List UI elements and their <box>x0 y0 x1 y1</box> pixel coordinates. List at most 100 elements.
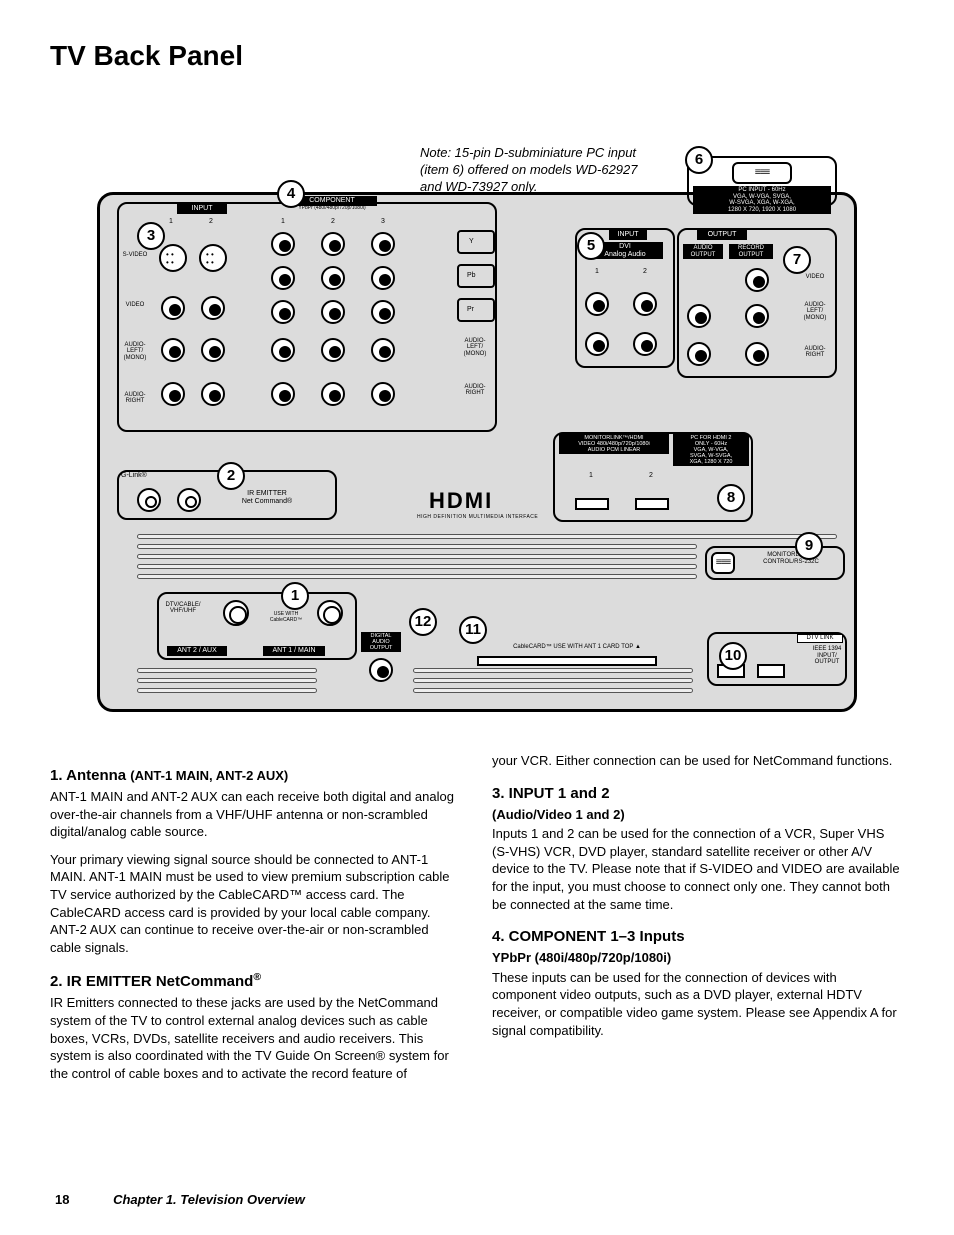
component-sub: YPbPr (480i/480p/720p/1080i) <box>287 206 377 212</box>
s1-head: 1. Antenna (ANT-1 MAIN, ANT-2 AUX) <box>50 766 462 786</box>
pr-label: Pr <box>467 306 474 314</box>
audio-out-r <box>687 342 711 366</box>
comp3-pb <box>371 266 395 290</box>
callout-12: 12 <box>409 608 437 636</box>
ant1-coax <box>317 600 343 626</box>
video-label: VIDEO <box>119 302 151 308</box>
s1-p2: Your primary viewing signal source shoul… <box>50 851 462 956</box>
comp-col-3: 3 <box>381 218 385 226</box>
vent-1 <box>137 534 837 539</box>
s3-sub: (Audio/Video 1 and 2) <box>492 806 904 824</box>
input-header: INPUT <box>177 204 227 214</box>
callout-9: 9 <box>795 532 823 560</box>
cablecard-slot <box>477 656 657 666</box>
vent-2 <box>137 544 697 549</box>
audio-l-label: AUDIO- LEFT/ (MONO) <box>119 342 151 361</box>
svideo-label: S-VIDEO <box>119 252 151 258</box>
left-column: 1. Antenna (ANT-1 MAIN, ANT-2 AUX) ANT-1… <box>50 752 462 1092</box>
ant1-label: ANT 1 / MAIN <box>263 646 325 656</box>
comp2-ar <box>321 382 345 406</box>
vent-5 <box>137 574 697 579</box>
hdmi-col2: 2 <box>649 472 653 480</box>
comp3-y <box>371 232 395 256</box>
hdmi-2-port <box>635 498 669 510</box>
pr-label-box <box>457 298 495 322</box>
dvi-col1: 1 <box>595 268 599 276</box>
callout-4: 4 <box>277 180 305 208</box>
callout-5: 5 <box>577 232 605 260</box>
vent-bl3 <box>137 688 317 693</box>
s1-p1: ANT-1 MAIN and ANT-2 AUX can each receiv… <box>50 788 462 841</box>
s3-p1: Inputs 1 and 2 can be used for the conne… <box>492 825 904 913</box>
s2-head: 2. IR EMITTER NetCommand® <box>50 970 462 992</box>
dtvlink-label: DTV LINK <box>797 634 843 643</box>
out-audio-l-label: AUDIO- LEFT/ (MONO) <box>799 302 831 321</box>
video-2-jack <box>201 296 225 320</box>
s4-sub: YPbPr (480i/480p/720p/1080i) <box>492 949 904 967</box>
hdmi-col1: 1 <box>589 472 593 480</box>
dvi2-r <box>633 332 657 356</box>
right-column: your VCR. Either connection can be used … <box>492 752 904 1092</box>
hdmi-sublabel: HIGH DEFINITION MULTIMEDIA INTERFACE <box>417 514 538 520</box>
ant2-label: ANT 2 / AUX <box>167 646 227 656</box>
ieee1394-label: IEEE 1394 INPUT/ OUTPUT <box>807 646 847 666</box>
callout-8: 8 <box>717 484 745 512</box>
pb-label-box <box>457 264 495 288</box>
cablecard-label: CableCARD™ USE WITH ANT 1 CARD TOP ▲ <box>477 644 677 651</box>
video-1-jack <box>161 296 185 320</box>
hdmi-hdr: MONITORLINK™/HDMI VIDEO 480i/480p/720p/1… <box>559 434 669 454</box>
callout-7: 7 <box>783 246 811 274</box>
out-audio-r-label: AUDIO- RIGHT <box>799 346 831 359</box>
rs232-port <box>711 552 735 574</box>
comp2-y <box>321 232 345 256</box>
record-out-r <box>745 342 769 366</box>
comp2-pr <box>321 300 345 324</box>
glink-label: G-Link® <box>121 472 147 480</box>
vent-bl1 <box>137 668 317 673</box>
vent-b2 <box>413 678 693 683</box>
digital-audio-jack <box>369 658 393 682</box>
s4-p1: These inputs can be used for the connect… <box>492 969 904 1039</box>
audio-out-l <box>687 304 711 328</box>
s1-sub: (ANT-1 MAIN, ANT-2 AUX) <box>130 768 288 783</box>
callout-1: 1 <box>281 582 309 610</box>
comp1-ar <box>271 382 295 406</box>
chapter-title: Chapter 1. Television Overview <box>113 1192 305 1207</box>
audio-l-2 <box>201 338 225 362</box>
ant2-coax <box>223 600 249 626</box>
pc-input-port <box>732 162 792 184</box>
output-hdr: OUTPUT <box>697 230 747 240</box>
s3-head: 3. INPUT 1 and 2 <box>492 784 904 804</box>
comp3-al <box>371 338 395 362</box>
y-label: Y <box>469 238 474 246</box>
dvi2-l <box>633 292 657 316</box>
page-title: TV Back Panel <box>50 40 904 72</box>
pb-label: Pb <box>467 272 476 280</box>
body-text: 1. Antenna (ANT-1 MAIN, ANT-2 AUX) ANT-1… <box>50 752 904 1092</box>
dvi-col2: 2 <box>643 268 647 276</box>
comp-col-2: 2 <box>331 218 335 226</box>
svideo-1-jack <box>159 244 187 272</box>
vent-3 <box>137 554 697 559</box>
dvi-input-hdr: INPUT <box>609 230 647 240</box>
hdmi-1-port <box>575 498 609 510</box>
record-video <box>745 268 769 292</box>
dtv-cable-label: DTV/CABLE/ VHF/UHF <box>161 602 205 615</box>
s1-head-text: 1. Antenna <box>50 767 126 784</box>
s2b-p1: your VCR. Either connection can be used … <box>492 752 904 770</box>
back-panel-diagram: 3 4 6 5 7 2 8 9 1 12 11 10 INPUT COMPONE… <box>77 152 877 712</box>
hdmi-logo: HDMI <box>429 488 493 514</box>
dvi1-r <box>585 332 609 356</box>
comp3-pr <box>371 300 395 324</box>
dvi1-l <box>585 292 609 316</box>
callout-6: 6 <box>685 146 713 174</box>
comp2-al <box>321 338 345 362</box>
comp1-y <box>271 232 295 256</box>
comp2-pb <box>321 266 345 290</box>
comp1-pb <box>271 266 295 290</box>
audio-l-1 <box>161 338 185 362</box>
audio-r-label: AUDIO- RIGHT <box>119 392 151 405</box>
record-out-l <box>745 304 769 328</box>
callout-3: 3 <box>137 222 165 250</box>
comp-audio-l-label: AUDIO- LEFT/ (MONO) <box>459 338 491 357</box>
